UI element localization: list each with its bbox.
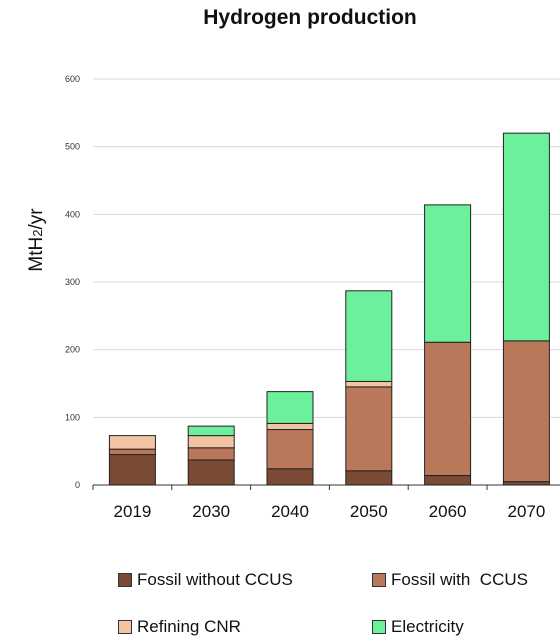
y-tick-label: 500: [65, 142, 80, 152]
bar-segment: [502, 481, 550, 486]
x-tick-label: 2050: [350, 502, 388, 521]
bar-segment: [108, 448, 156, 456]
y-tick-label: 0: [75, 480, 80, 490]
plot-area: 0 100 200 300 400 500 600 2019 2030 2040 2050 2060 2…: [65, 74, 560, 521]
bar-segment: [266, 429, 314, 470]
legend-swatch: [118, 620, 132, 634]
bar-segment: [424, 475, 472, 486]
bar-segment: [108, 454, 156, 486]
legend-swatch: [372, 620, 386, 634]
bar-segment: [187, 447, 235, 461]
bar-segment: [266, 391, 314, 424]
bar-segment: [345, 290, 393, 382]
y-tick-label: 100: [65, 412, 80, 422]
bar-segment: [424, 341, 472, 477]
legend-label: Electricity: [391, 617, 464, 636]
bar-segment: [187, 459, 235, 486]
legend-swatch: [372, 573, 386, 587]
x-tick-label: 2040: [271, 502, 309, 521]
legend-swatch: [118, 573, 132, 587]
y-tick-label: 200: [65, 345, 80, 355]
bar-segment: [266, 468, 314, 486]
legend-item: Refining CNR: [118, 617, 241, 637]
legend-label: Fossil without CCUS: [137, 570, 293, 589]
bar-segment: [108, 435, 156, 450]
legend-label: Refining CNR: [137, 617, 241, 636]
bar-segment: [424, 204, 472, 343]
legend-item: Electricity: [372, 617, 464, 637]
bar-segment: [345, 380, 393, 388]
bar-segment: [502, 340, 550, 483]
x-tick-label: 2019: [113, 502, 151, 521]
chart-title: Hydrogen production: [203, 6, 417, 29]
bar-segment: [187, 425, 235, 437]
bar-segment: [187, 435, 235, 449]
legend-label: Fossil with CCUS: [391, 570, 528, 589]
bar-segment: [502, 132, 550, 342]
y-tick-label: 300: [65, 277, 80, 287]
bar-segment: [266, 422, 314, 431]
legend-item: Fossil with CCUS: [372, 570, 528, 590]
y-tick-label: 600: [65, 74, 80, 84]
x-tick-label: 2070: [507, 502, 545, 521]
legend-item: Fossil without CCUS: [118, 570, 293, 590]
x-tick-label: 2030: [192, 502, 230, 521]
y-tick-label: 400: [65, 209, 80, 219]
x-tick-label: 2060: [429, 502, 467, 521]
bar-segment: [345, 470, 393, 486]
bar-segment: [345, 386, 393, 472]
